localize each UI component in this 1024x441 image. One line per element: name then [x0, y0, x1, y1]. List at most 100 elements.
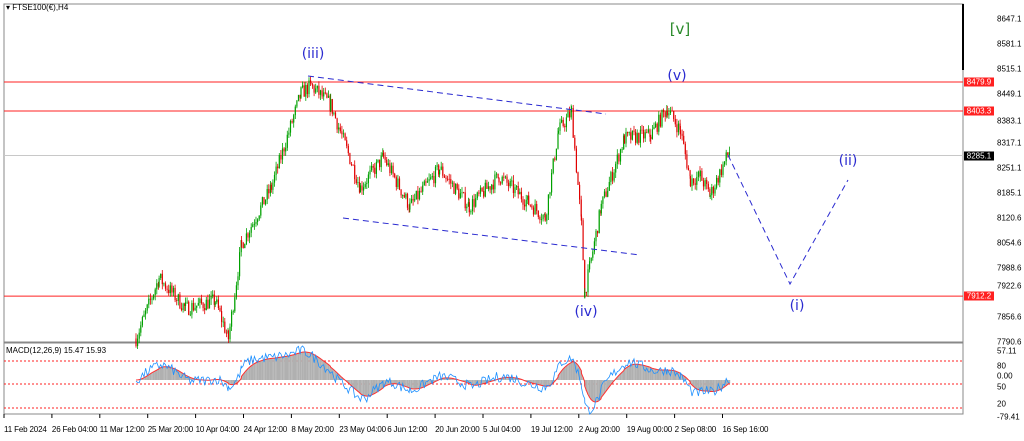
candle-body	[498, 177, 500, 183]
candle-body	[463, 192, 465, 194]
candle-body	[666, 110, 668, 116]
candle-body	[709, 189, 711, 197]
candle-body	[595, 230, 597, 242]
candle-body	[546, 214, 548, 221]
candle-body	[194, 307, 196, 311]
candle-body	[213, 294, 215, 305]
candle-body	[163, 283, 165, 285]
candle-body	[406, 193, 409, 208]
candle-body	[447, 178, 449, 180]
candle-body	[562, 119, 564, 126]
candle-body	[659, 114, 661, 127]
candle-body	[172, 287, 175, 293]
price-tick-label: 8317.1	[997, 138, 1022, 148]
candle-body	[608, 181, 610, 191]
macd-tick-label: 0.00	[997, 371, 1013, 381]
candle-body	[520, 191, 522, 200]
candle-body	[511, 180, 513, 182]
candle-body	[346, 140, 348, 146]
candle-body	[684, 143, 686, 155]
candle-body	[288, 132, 290, 135]
wave-label-i: (i)	[789, 298, 805, 314]
candle-body	[361, 185, 363, 191]
candle-body	[199, 298, 201, 303]
candle-body	[439, 169, 441, 175]
candle-body	[354, 165, 356, 180]
candle-body	[478, 192, 480, 194]
candle-body	[663, 110, 665, 113]
candle-body	[352, 164, 354, 166]
candle-body	[232, 311, 234, 313]
candle-body	[555, 148, 557, 160]
candle-body	[440, 166, 442, 170]
candle-body	[231, 311, 233, 327]
candle-body	[161, 273, 163, 285]
candle-body	[580, 199, 582, 217]
candle-body	[143, 314, 145, 317]
candle-body	[722, 164, 724, 175]
macd-tick-label: 20	[997, 399, 1006, 409]
candle-body	[205, 299, 207, 311]
candle-body	[572, 108, 574, 138]
time-tick-label: 20 Jun 20:00	[435, 425, 480, 434]
candle-body	[277, 166, 279, 169]
candle-body	[242, 242, 244, 249]
candle-body	[428, 178, 430, 182]
candle-body	[140, 325, 142, 333]
candle-body	[461, 192, 463, 194]
candle-body	[324, 92, 326, 94]
candle-body	[644, 132, 646, 139]
candle-body	[366, 182, 368, 185]
main-pane-border	[3, 3, 964, 343]
candle-body	[615, 163, 617, 173]
candle-body	[394, 173, 396, 178]
candle-body	[303, 85, 305, 97]
candle-body	[486, 182, 488, 189]
candle-body	[225, 332, 227, 334]
candle-body	[455, 183, 457, 194]
candle-body	[647, 129, 649, 133]
candle-body	[305, 84, 307, 97]
candle-body	[610, 172, 612, 182]
candle-body	[184, 302, 187, 306]
candle-body	[639, 129, 641, 143]
time-tick-label: 8 May 20:00	[291, 425, 334, 434]
candle-body	[569, 112, 571, 118]
candle-body	[280, 155, 282, 160]
candle-body	[467, 202, 469, 207]
candle-body	[415, 190, 417, 200]
candle-body	[204, 307, 206, 311]
candle-body	[294, 106, 296, 116]
candle-body	[160, 273, 162, 278]
time-tick-label: 25 Mar 20:00	[147, 425, 194, 434]
candle-body	[592, 251, 594, 258]
wave-label-ii: (ii)	[838, 153, 858, 169]
candle-body	[536, 203, 538, 211]
candle-body	[245, 233, 247, 244]
candle-body	[565, 117, 567, 128]
candle-body	[253, 223, 255, 225]
candle-body	[431, 176, 433, 178]
candle-body	[138, 332, 140, 339]
candle-body	[176, 300, 178, 301]
upper-trendline	[307, 75, 607, 115]
candle-body	[263, 197, 265, 205]
candle-body	[475, 198, 477, 207]
price-tick-label: 8581.1	[997, 39, 1022, 49]
candle-body	[501, 176, 503, 184]
candle-body	[649, 129, 651, 137]
candle-body	[414, 199, 416, 201]
candle-body	[239, 252, 241, 277]
candle-body	[495, 173, 498, 175]
candle-body	[508, 182, 510, 187]
candle-body	[268, 189, 270, 194]
candle-body	[564, 125, 566, 128]
candle-body	[512, 180, 514, 194]
candle-body	[397, 178, 399, 187]
candle-body	[711, 186, 713, 196]
candle-body	[459, 193, 461, 199]
candle-body	[148, 298, 150, 305]
candle-body	[179, 294, 181, 309]
candle-body	[202, 303, 204, 308]
